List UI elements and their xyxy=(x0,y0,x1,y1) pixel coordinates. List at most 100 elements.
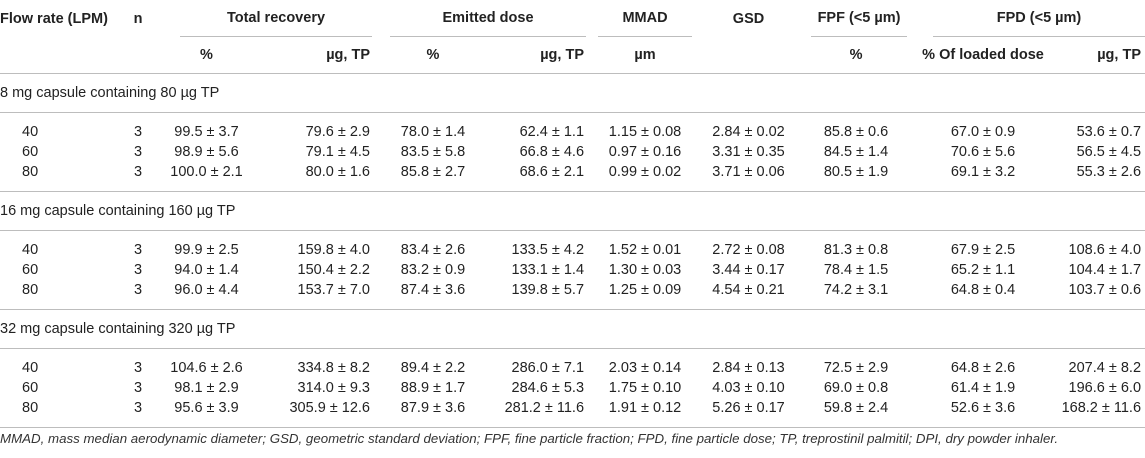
cell-fpf: 84.5 ± 1.4 xyxy=(823,144,889,160)
cell-mmad: 1.30 ± 0.03 xyxy=(608,262,682,278)
cell-ed-ug: 62.4 ± 1.1 xyxy=(519,124,585,140)
mmad-label: MMAD xyxy=(598,0,693,37)
section-divider-cell xyxy=(0,112,1145,122)
cell-fpd-ug: 53.6 ± 0.7 xyxy=(1076,124,1142,140)
table-row: 40 3 99.5 ± 3.7 79.6 ± 2.9 78.0 ± 1.4 62.4 ± … xyxy=(0,122,1145,142)
cell-tr-pct: 96.0 ± 4.4 xyxy=(174,282,239,298)
cell-fpd-pct: 69.1 ± 3.2 xyxy=(950,164,1016,180)
cell-tr-ug: 80.0 ± 1.6 xyxy=(305,164,370,180)
cell-ed-pct: 89.4 ± 2.2 xyxy=(400,360,466,376)
cell-mmad: 1.91 ± 0.12 xyxy=(608,400,682,416)
cell-n: 3 xyxy=(133,360,143,376)
cell-gsd: 2.84 ± 0.13 xyxy=(712,360,785,376)
cell-fpf: 85.8 ± 0.6 xyxy=(823,124,889,140)
cell-gsd: 4.03 ± 0.10 xyxy=(712,380,785,396)
cell-ed-pct: 88.9 ± 1.7 xyxy=(400,380,466,396)
cell-fpd-pct: 67.0 ± 0.9 xyxy=(950,124,1016,140)
cell-ed-pct: 87.9 ± 3.6 xyxy=(400,400,466,416)
cell-tr-ug: 79.6 ± 2.9 xyxy=(305,124,370,140)
cell-gsd: 2.72 ± 0.08 xyxy=(712,242,785,258)
cell-ed-pct: 78.0 ± 1.4 xyxy=(400,124,466,140)
cell-gsd: 3.71 ± 0.06 xyxy=(712,164,785,180)
cell-mmad: 1.15 ± 0.08 xyxy=(608,124,682,140)
section-divider xyxy=(0,348,1145,358)
section-title: 8 mg capsule containing 80 µg TP xyxy=(0,85,220,101)
table-row: 60 3 94.0 ± 1.4 150.4 ± 2.2 83.2 ± 0.9 133.1 … xyxy=(0,260,1145,280)
cell-fpf: 69.0 ± 0.8 xyxy=(823,380,889,396)
cell-fpd-pct: 61.4 ± 1.9 xyxy=(950,380,1016,396)
cell-flow-rate: 40 xyxy=(22,124,39,140)
cell-n: 3 xyxy=(133,282,143,298)
cell-ed-ug: 68.6 ± 2.1 xyxy=(519,164,585,180)
col-emitted-dose: Emitted dose xyxy=(380,0,594,37)
section-divider xyxy=(0,230,1145,240)
cell-ed-ug: 66.8 ± 4.6 xyxy=(519,144,585,160)
cell-flow-rate: 40 xyxy=(22,360,39,376)
section-header-row: 16 mg capsule containing 160 µg TP xyxy=(0,191,1145,231)
section-divider-cell xyxy=(0,348,1145,358)
cell-fpd-ug: 196.6 ± 6.0 xyxy=(1068,380,1142,396)
cell-fpd-ug: 55.3 ± 2.6 xyxy=(1076,164,1142,180)
cell-gsd: 4.54 ± 0.21 xyxy=(712,282,785,298)
cell-mmad: 0.99 ± 0.02 xyxy=(608,164,682,180)
table-body: 8 mg capsule containing 80 µg TP 40 3 99.5 … xyxy=(0,74,1145,428)
cell-n: 3 xyxy=(133,400,143,416)
cell-ed-ug: 281.2 ± 11.6 xyxy=(504,400,585,416)
cell-mmad: 1.25 ± 0.09 xyxy=(608,282,682,298)
cell-flow-rate: 80 xyxy=(22,282,39,298)
cell-fpf: 81.3 ± 0.8 xyxy=(823,242,889,258)
cell-flow-rate: 80 xyxy=(22,164,39,180)
section-header-row: 32 mg capsule containing 320 µg TP xyxy=(0,309,1145,349)
cell-ed-pct: 87.4 ± 3.6 xyxy=(400,282,466,298)
section-divider-cell xyxy=(0,230,1145,240)
table-row: 40 3 99.9 ± 2.5 159.8 ± 4.0 83.4 ± 2.6 133.5 … xyxy=(0,240,1145,260)
table-header: Flow rate (LPM) n Total recovery Emitted… xyxy=(0,0,1145,74)
cell-tr-pct: 99.5 ± 3.7 xyxy=(174,124,239,140)
cell-tr-pct: 104.6 ± 2.6 xyxy=(170,360,243,376)
cell-flow-rate: 60 xyxy=(22,380,39,396)
sub-tr-ug: µg, TP xyxy=(326,47,370,63)
cell-fpf: 59.8 ± 2.4 xyxy=(823,400,889,416)
sub-ed-pct: % xyxy=(426,47,440,63)
cell-fpd-pct: 64.8 ± 2.6 xyxy=(950,360,1016,376)
table-row: 80 3 96.0 ± 4.4 153.7 ± 7.0 87.4 ± 3.6 139.8 … xyxy=(0,280,1145,300)
col-n: n xyxy=(133,10,143,27)
cell-tr-pct: 100.0 ± 2.1 xyxy=(170,164,243,180)
cell-fpf: 80.5 ± 1.9 xyxy=(823,164,889,180)
cell-n: 3 xyxy=(133,242,143,258)
cell-fpf: 74.2 ± 3.1 xyxy=(823,282,889,298)
cell-fpd-pct: 52.6 ± 3.6 xyxy=(950,400,1016,416)
cell-mmad: 2.03 ± 0.14 xyxy=(608,360,682,376)
cell-flow-rate: 60 xyxy=(22,262,39,278)
cell-ed-ug: 133.5 ± 4.2 xyxy=(511,242,585,258)
cell-tr-ug: 314.0 ± 9.3 xyxy=(297,380,370,396)
section-header-row: 8 mg capsule containing 80 µg TP xyxy=(0,74,1145,113)
table-row: 80 3 95.6 ± 3.9 305.9 ± 12.6 87.9 ± 3.6 281.2… xyxy=(0,398,1145,418)
sub-blank-2 xyxy=(126,37,150,74)
cell-ed-ug: 286.0 ± 7.1 xyxy=(511,360,585,376)
cell-tr-pct: 94.0 ± 1.4 xyxy=(174,262,239,278)
col-flow-rate: Flow rate (LPM) xyxy=(0,10,108,27)
sub-ed-ug: µg, TP xyxy=(540,47,585,63)
cell-flow-rate: 60 xyxy=(22,144,39,160)
cell-gsd: 3.44 ± 0.17 xyxy=(712,262,785,278)
cell-gsd: 2.84 ± 0.02 xyxy=(712,124,785,140)
cell-n: 3 xyxy=(133,144,143,160)
cell-ed-ug: 284.6 ± 5.3 xyxy=(511,380,585,396)
sub-blank-1 xyxy=(0,37,126,74)
section-title: 32 mg capsule containing 320 µg TP xyxy=(0,309,1145,349)
cell-gsd: 5.26 ± 0.17 xyxy=(712,400,785,416)
col-mmad: MMAD xyxy=(594,0,696,37)
cell-mmad: 0.97 ± 0.16 xyxy=(608,144,682,160)
section-bottom-spacer-cell xyxy=(0,418,1145,428)
cell-fpf: 72.5 ± 2.9 xyxy=(823,360,889,376)
cell-fpd-pct: 67.9 ± 2.5 xyxy=(950,242,1016,258)
cell-tr-pct: 95.6 ± 3.9 xyxy=(174,400,239,416)
cell-flow-rate: 40 xyxy=(22,242,39,258)
fpd-label: FPD (<5 µm) xyxy=(933,0,1145,37)
cell-fpd-ug: 108.6 ± 4.0 xyxy=(1068,242,1142,258)
cell-ed-pct: 83.2 ± 0.9 xyxy=(400,262,466,278)
cell-n: 3 xyxy=(133,164,143,180)
cell-fpf: 78.4 ± 1.5 xyxy=(823,262,889,278)
cell-tr-ug: 334.8 ± 8.2 xyxy=(297,360,370,376)
